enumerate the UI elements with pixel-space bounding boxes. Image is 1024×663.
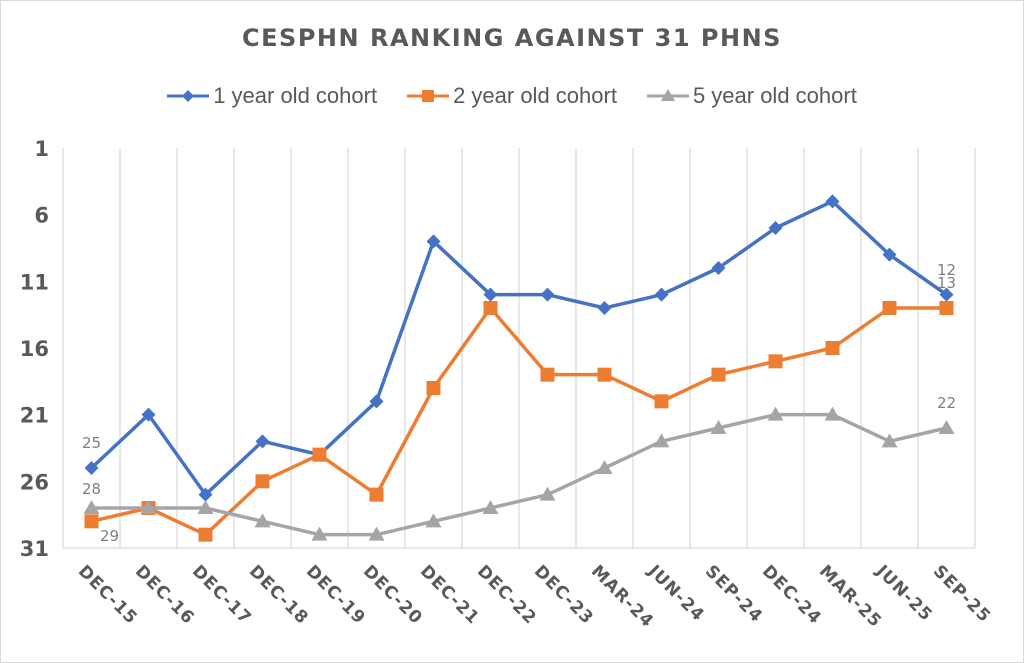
- legend-label: 1 year old cohort: [213, 83, 378, 108]
- x-tick-label: DEC-16: [131, 561, 198, 628]
- triangle-marker-icon[interactable]: [425, 513, 442, 528]
- triangle-marker-icon[interactable]: [197, 500, 214, 514]
- data-label: 12: [937, 261, 956, 279]
- chart-title: CESPHN RANKING AGAINST 31 PHNS: [242, 24, 782, 52]
- legend-item-2-year[interactable]: 2 year old cohort: [407, 83, 617, 109]
- square-marker-icon[interactable]: [312, 447, 327, 462]
- square-marker-icon[interactable]: [426, 381, 441, 395]
- triangle-marker-icon[interactable]: [539, 486, 556, 501]
- x-tick-label: DEC-20: [359, 561, 426, 628]
- x-tick-label: DEC-18: [245, 561, 312, 628]
- square-marker-icon[interactable]: [711, 367, 726, 382]
- x-axis: DEC-15DEC-16DEC-17DEC-18DEC-19DEC-20DEC-…: [74, 561, 995, 632]
- series-line: [90, 199, 948, 497]
- y-tick-label: 21: [20, 404, 49, 428]
- square-marker-icon[interactable]: [825, 341, 840, 355]
- diamond-marker-icon[interactable]: [141, 407, 156, 422]
- series-5-year-old-cohort: [83, 406, 955, 541]
- triangle-marker-icon[interactable]: [254, 513, 271, 528]
- triangle-marker-icon: [646, 89, 689, 101]
- series-1-year-old-cohort: [84, 194, 954, 502]
- triangle-marker-icon[interactable]: [596, 460, 613, 474]
- square-marker-icon[interactable]: [939, 301, 954, 315]
- x-tick-label: DEC-22: [473, 561, 540, 628]
- square-marker-icon[interactable]: [483, 301, 498, 315]
- data-label: 25: [82, 434, 101, 452]
- diamond-marker-icon[interactable]: [654, 287, 669, 302]
- square-marker-icon[interactable]: [255, 474, 270, 489]
- diamond-marker-icon[interactable]: [198, 487, 213, 502]
- diamond-marker-icon[interactable]: [540, 287, 555, 302]
- x-tick-label: DEC-17: [188, 561, 255, 628]
- x-tick-label: SEP-24: [701, 561, 767, 627]
- series-2-year-old-cohort: [84, 301, 954, 542]
- square-marker-icon[interactable]: [198, 527, 213, 542]
- series-line: [91, 306, 947, 537]
- diamond-marker-icon[interactable]: [369, 394, 384, 409]
- diamond-marker-icon[interactable]: [426, 234, 441, 249]
- series-lines: [83, 194, 955, 542]
- diamond-marker-icon[interactable]: [882, 247, 897, 262]
- triangle-marker-icon[interactable]: [482, 500, 499, 514]
- data-label: 13: [937, 274, 956, 292]
- y-tick-label: 6: [34, 204, 49, 228]
- triangle-marker-icon[interactable]: [767, 406, 784, 421]
- diamond-marker-icon[interactable]: [939, 287, 954, 302]
- diamond-marker-icon[interactable]: [711, 261, 726, 275]
- square-marker-icon[interactable]: [654, 394, 669, 409]
- y-tick-label: 31: [20, 537, 49, 561]
- diamond-marker-icon: [167, 90, 210, 102]
- square-marker-icon[interactable]: [768, 354, 783, 369]
- diamond-marker-icon[interactable]: [597, 301, 612, 315]
- diamond-marker-icon[interactable]: [255, 434, 270, 449]
- triangle-marker-icon[interactable]: [368, 526, 385, 541]
- square-marker-icon[interactable]: [882, 301, 897, 315]
- triangle-marker-icon[interactable]: [311, 526, 328, 541]
- triangle-marker-icon[interactable]: [824, 406, 841, 421]
- data-label: 28: [82, 480, 101, 498]
- legend-label: 2 year old cohort: [453, 83, 617, 108]
- triangle-marker-icon[interactable]: [710, 420, 727, 434]
- y-tick-label: 11: [20, 270, 49, 294]
- legend: 1 year old cohort 2 year old cohort 5 ye…: [0, 83, 1024, 109]
- triangle-marker-icon[interactable]: [653, 433, 670, 448]
- square-marker-icon[interactable]: [540, 367, 555, 382]
- x-tick-label: DEC-19: [302, 561, 369, 628]
- triangle-marker-icon[interactable]: [140, 500, 157, 514]
- x-tick-label: DEC-21: [416, 561, 483, 628]
- square-marker-icon: [407, 90, 450, 102]
- legend-label: 5 year old cohort: [692, 83, 857, 108]
- diamond-marker-icon[interactable]: [768, 221, 783, 235]
- triangle-marker-icon[interactable]: [938, 420, 955, 434]
- triangle-marker-icon[interactable]: [881, 433, 898, 448]
- x-tick-label: DEC-23: [530, 561, 597, 628]
- legend-item-5-year[interactable]: 5 year old cohort: [646, 83, 857, 109]
- data-label: 29: [100, 527, 119, 545]
- square-marker-icon[interactable]: [597, 367, 612, 382]
- diamond-marker-icon[interactable]: [84, 461, 99, 475]
- y-tick-label: 1: [34, 137, 49, 161]
- y-tick-label: 26: [20, 470, 49, 494]
- triangle-marker-icon[interactable]: [83, 500, 100, 514]
- series-line: [91, 412, 947, 537]
- data-label: 22: [937, 394, 956, 412]
- square-marker-icon[interactable]: [84, 514, 99, 529]
- square-marker-icon[interactable]: [369, 487, 384, 502]
- x-tick-label: DEC-24: [758, 561, 825, 628]
- x-tick-label: SEP-25: [929, 561, 995, 627]
- legend-item-1-year[interactable]: 1 year old cohort: [167, 83, 377, 109]
- y-tick-label: 16: [20, 337, 49, 361]
- diamond-marker-icon[interactable]: [483, 287, 498, 302]
- x-tick-label: DEC-15: [74, 561, 141, 628]
- diamond-marker-icon[interactable]: [825, 194, 840, 209]
